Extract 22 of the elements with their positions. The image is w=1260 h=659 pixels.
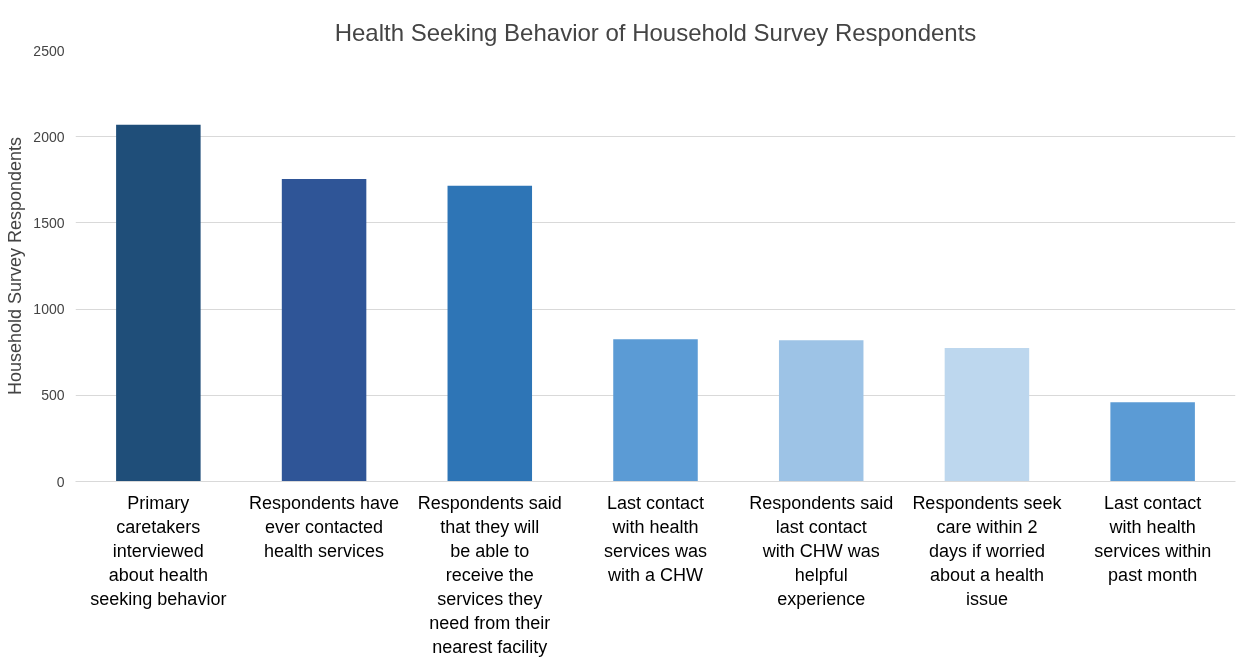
x-tick-label: Primary caretakers interviewed about health seeking behavior [90,492,227,609]
x-tick-label: Respondents seek care within 2 days if worried about a health issue [912,492,1063,609]
y-tick-label: 2000 [33,128,65,145]
chart-title: Health Seeking Behavior of Household Survey Respondents [334,18,977,46]
y-axis-title: Household Survey Respondents [5,136,26,396]
y-tick-label: 1000 [33,301,65,318]
bar [778,340,864,482]
bar [1110,402,1195,482]
x-tick-label: Respondents said that they will be able to receive the services they need from their nearest facility [417,492,562,657]
x-tick-label: Respondents said last contact with CHW was helpful experience [749,492,894,609]
y-tick-label: 2500 [33,42,65,59]
y-tick-label: 500 [41,387,65,404]
bar [944,347,1030,482]
bar [447,185,533,482]
bar [116,124,201,482]
x-tick-label: Last contact with health services was with a CHW [603,492,708,585]
y-tick-label: 1500 [33,214,65,231]
x-tick-label: Respondents have ever contacted health services [249,492,400,561]
bar [613,339,698,482]
x-tick-label: Last contact with health services within past month [1094,492,1212,585]
y-tick-label: 0 [56,473,65,490]
bar [281,178,367,482]
